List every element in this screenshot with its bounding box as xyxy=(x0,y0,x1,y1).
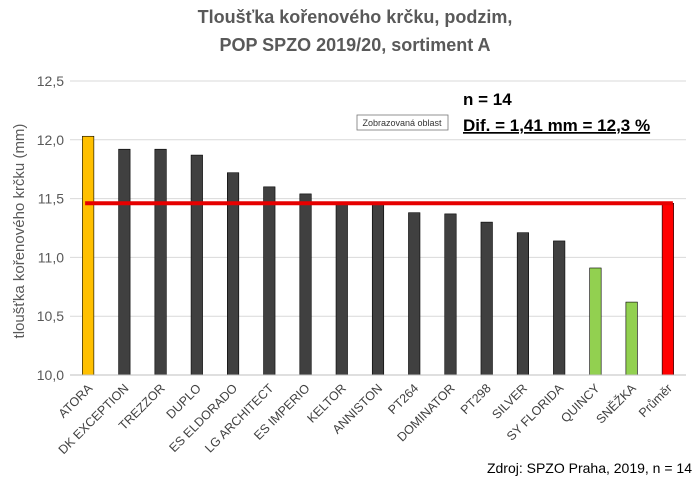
chart-title-line-2: POP SPZO 2019/20, sortiment A xyxy=(219,35,490,55)
bar-dk-exception xyxy=(118,148,131,376)
source-note: Zdroj: SPZO Praha, 2019, n = 14 xyxy=(487,460,692,476)
y-tick-label: 10,0 xyxy=(37,367,64,383)
y-tick-label: 11,0 xyxy=(38,249,64,265)
tooltip-text: Zobrazovaná oblast xyxy=(362,118,442,128)
annotation-difference: Dif. = 1,41 mm = 12,3 % xyxy=(463,116,650,135)
annotation-n: n = 14 xyxy=(463,90,512,109)
bar-průměr xyxy=(661,203,674,376)
x-tick-label: SNĚŽKA xyxy=(593,380,639,426)
bar-duplo xyxy=(190,154,203,376)
y-tick-label: 12,5 xyxy=(37,73,64,89)
bar-dominator xyxy=(444,213,457,376)
bar-silver xyxy=(516,232,529,376)
bar-sněžka xyxy=(625,301,638,376)
bar-anniston xyxy=(371,203,385,376)
x-tick-label: Průměr xyxy=(636,381,675,420)
gridlines xyxy=(70,80,686,317)
y-axis-ticks: 10,0 10,5 11,0 11,5 12,0 12,5 xyxy=(37,73,64,383)
chart-title-line-1: Tloušťka kořenového krčku, podzim, xyxy=(198,7,513,27)
bar-sy-florida xyxy=(553,240,566,376)
y-tick-label: 12,0 xyxy=(37,132,64,148)
bar-pt298 xyxy=(480,221,493,376)
bars xyxy=(82,135,674,376)
bar-es-imperio xyxy=(299,193,312,376)
y-tick-label: 10,5 xyxy=(37,308,64,324)
y-axis-title: tloušťka kořenového krčku (mm) xyxy=(11,124,28,339)
bar-atora xyxy=(82,135,95,376)
tooltip-box xyxy=(356,114,449,131)
bar-pt264 xyxy=(408,212,421,376)
y-tick-label: 11,5 xyxy=(38,191,64,207)
bar-trezzor xyxy=(154,148,167,376)
bar-lg-architect xyxy=(263,186,276,376)
bar-keltor xyxy=(335,203,348,376)
bar-quincy xyxy=(589,267,602,376)
tooltip: Zobrazovaná oblast xyxy=(356,114,449,131)
